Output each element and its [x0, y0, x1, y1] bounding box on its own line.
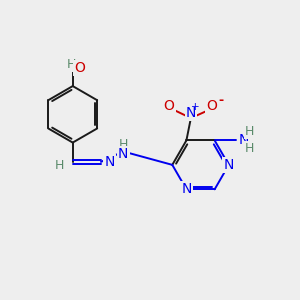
Text: -: - — [218, 94, 223, 107]
Text: H: H — [245, 142, 254, 155]
Text: N: N — [104, 155, 115, 169]
Text: H: H — [118, 138, 128, 152]
Text: O: O — [74, 61, 85, 75]
Text: +: + — [191, 102, 200, 112]
Text: O: O — [206, 99, 217, 113]
Text: H: H — [67, 58, 76, 71]
Text: N: N — [238, 134, 249, 147]
Text: H: H — [55, 159, 64, 172]
Text: O: O — [164, 99, 175, 113]
Text: N: N — [118, 147, 128, 161]
Text: N: N — [186, 106, 196, 120]
Text: H: H — [245, 125, 254, 138]
Text: N: N — [224, 158, 234, 172]
Text: N: N — [181, 182, 192, 196]
